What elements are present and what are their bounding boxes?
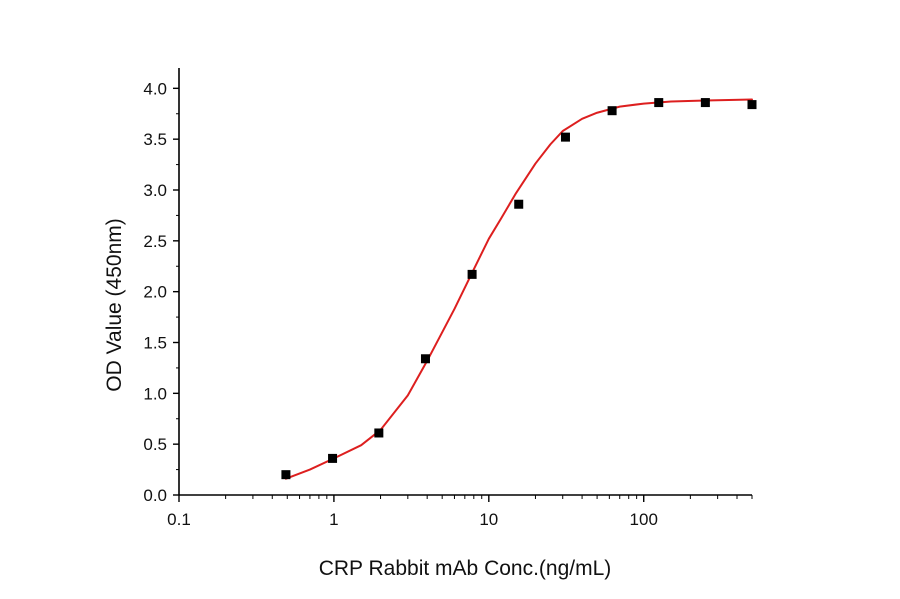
x-tick-label: 100 bbox=[630, 510, 658, 529]
fit-curve-layer bbox=[284, 98, 753, 480]
y-tick-label: 2.5 bbox=[143, 232, 167, 251]
data-point bbox=[420, 354, 430, 364]
y-tick-label: 2.0 bbox=[143, 283, 167, 302]
data-point bbox=[374, 428, 384, 438]
axes-layer bbox=[178, 68, 752, 496]
x-tick-label: 10 bbox=[479, 510, 498, 529]
ticks-layer: 0.0 0.5 1.0 1.5 2.0 2.5 3.0 3.5 4.0 0.1 1 10 100 bbox=[143, 79, 753, 529]
data-point bbox=[328, 453, 338, 463]
y-axis-title: OD Value (450nm) bbox=[103, 218, 126, 392]
y-tick-label: 4.0 bbox=[143, 79, 167, 98]
data-point bbox=[514, 199, 524, 209]
x-tick-label: 0.1 bbox=[167, 510, 191, 529]
data-point bbox=[607, 106, 617, 116]
y-tick-label: 3.0 bbox=[143, 181, 167, 200]
data-point bbox=[654, 98, 664, 108]
data-point bbox=[700, 98, 710, 108]
data-point bbox=[467, 269, 477, 279]
data-point bbox=[281, 470, 291, 480]
y-tick-label: 3.5 bbox=[143, 130, 167, 149]
data-point bbox=[560, 132, 570, 142]
y-tick-label: 1.5 bbox=[143, 334, 167, 353]
y-tick-label: 0.5 bbox=[143, 435, 167, 454]
fit-curve bbox=[284, 98, 753, 480]
x-axis-title: CRP Rabbit mAb Conc.(ng/mL) bbox=[319, 557, 612, 580]
data-points-layer bbox=[281, 98, 757, 480]
x-tick-label: 1 bbox=[329, 510, 338, 529]
y-tick-label: 0.0 bbox=[143, 486, 167, 505]
data-point bbox=[747, 100, 757, 110]
y-tick-label: 1.0 bbox=[143, 384, 167, 403]
